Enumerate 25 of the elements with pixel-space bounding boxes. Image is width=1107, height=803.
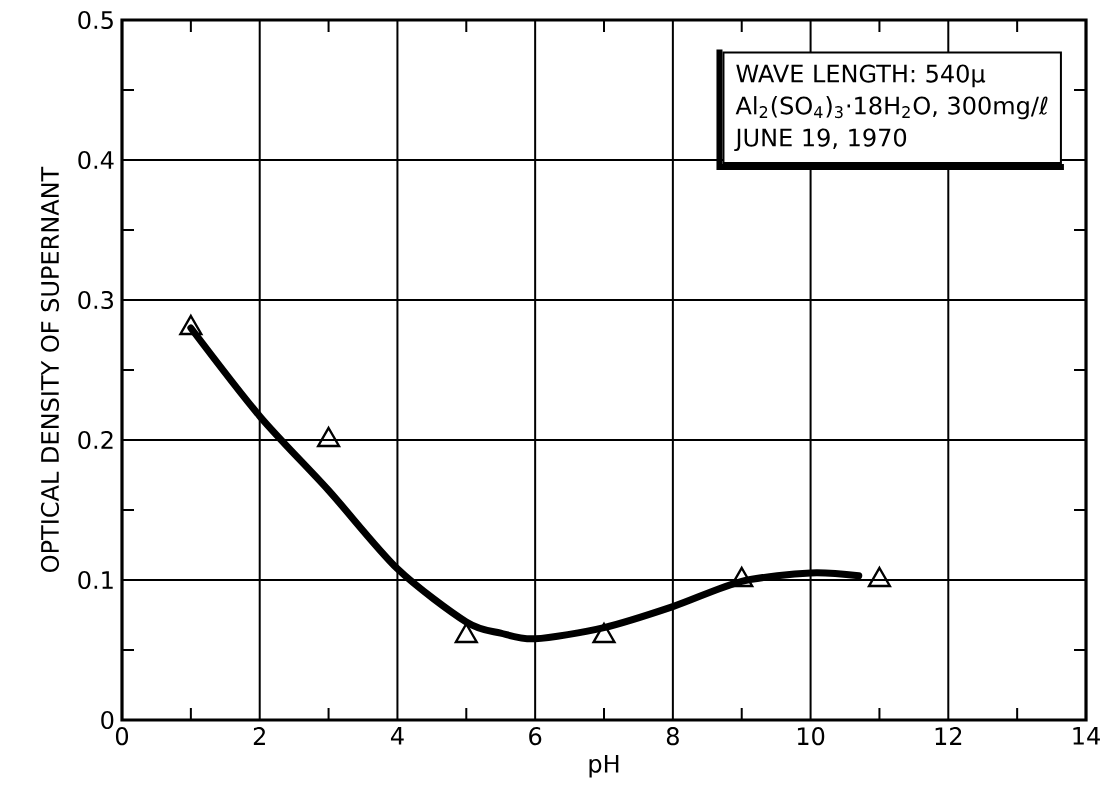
x-axis-title: pH [589,754,619,778]
y-tick-label: 0.4 [78,150,114,170]
x-tick-label: 2 [253,727,265,745]
point [316,426,341,448]
annotation: WAVE LENGTH: 540μ [736,64,986,88]
text: Al$_{2}$(SO$_{4}$)$_{3}$·18H$_{2}$O, 300mg/ℓ [735,96,1048,120]
point [867,566,892,588]
x-tick-label: 8 [666,727,679,746]
x-tick-label: 6 [529,727,542,746]
y-tick-label: 0.3 [78,290,113,310]
point [730,566,754,588]
x-tick-label: 0 [115,727,129,746]
y-tick-label: 0.1 [78,570,113,590]
y-tick-label: 0.2 [78,430,113,450]
y-tick-label: 0.5 [78,10,113,30]
annotation: JUNE 19, 1970 [734,128,907,152]
point [454,622,478,644]
point [592,622,616,644]
point [179,314,203,336]
y-axis-title: OPTICAL DENSITY OF SUPERNANT [40,166,60,572]
y-tick-label: 0 [101,710,114,730]
x-tick-label: 12 [935,727,962,745]
x-tick-label: 14 [1073,727,1100,745]
x-tick-label: 10 [797,727,825,746]
x-tick-label: 4 [390,727,404,745]
